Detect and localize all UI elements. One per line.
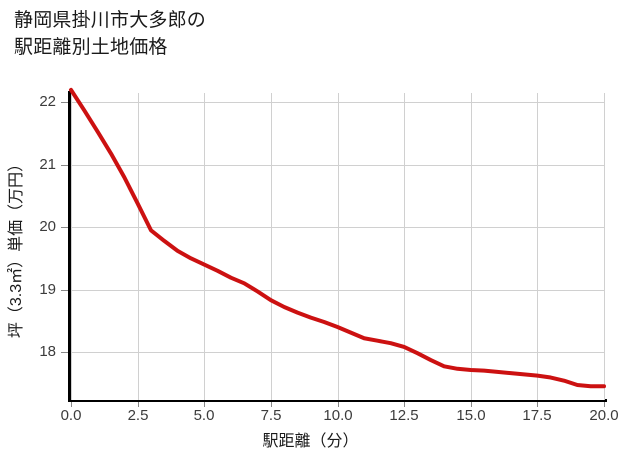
line-series-svg xyxy=(69,87,606,389)
y-tick-label: 22 xyxy=(39,93,56,110)
x-tick-label: 2.5 xyxy=(127,407,149,424)
gridline-horizontal xyxy=(71,165,604,166)
y-tick-label: 19 xyxy=(39,281,56,298)
y-tick-mark xyxy=(61,290,68,291)
y-axis-spine xyxy=(68,91,71,402)
x-tick-mark xyxy=(604,402,605,407)
x-tick-mark xyxy=(537,402,538,407)
gridline-vertical xyxy=(204,93,205,400)
x-tick-label: 15.0 xyxy=(456,407,486,424)
gridline-vertical xyxy=(71,93,72,400)
plot-area xyxy=(69,87,606,400)
y-tick-mark xyxy=(61,165,68,166)
y-tick-label: 18 xyxy=(39,343,56,360)
gridline-horizontal xyxy=(71,290,604,291)
x-tick-label: 10.0 xyxy=(323,407,353,424)
x-tick-mark xyxy=(138,402,139,407)
y-axis-title-container: 坪（3.3㎡）単価（万円） xyxy=(0,93,34,400)
y-tick-mark xyxy=(61,102,68,103)
x-tick-mark xyxy=(204,402,205,407)
x-axis-spine xyxy=(68,399,607,402)
x-tick-label: 0.0 xyxy=(60,407,82,424)
x-tick-mark xyxy=(71,402,72,407)
x-tick-label: 7.5 xyxy=(260,407,282,424)
gridline-vertical xyxy=(604,93,605,400)
gridline-vertical xyxy=(537,93,538,400)
gridline-vertical xyxy=(338,93,339,400)
plot-background xyxy=(71,93,604,400)
x-tick-mark xyxy=(338,402,339,407)
x-tick-label: 17.5 xyxy=(522,407,552,424)
y-tick-label: 20 xyxy=(39,218,56,235)
line-series-path xyxy=(69,87,606,389)
y-tick-label: 21 xyxy=(39,156,56,173)
y-tick-mark xyxy=(61,352,68,353)
x-tick-label: 5.0 xyxy=(193,407,215,424)
gridline-vertical xyxy=(271,93,272,400)
page-title: 静岡県掛川市大多郎の 駅距離別土地価格 xyxy=(14,10,207,58)
y-axis-title: 坪（3.3㎡）単価（万円） xyxy=(8,155,25,338)
x-tick-mark xyxy=(271,402,272,407)
y-tick-mark xyxy=(61,227,68,228)
gridline-horizontal xyxy=(71,227,604,228)
x-tick-label: 20.0 xyxy=(589,407,619,424)
x-tick-mark xyxy=(404,402,405,407)
gridline-vertical xyxy=(404,93,405,400)
gridline-horizontal xyxy=(71,102,604,103)
gridline-vertical xyxy=(471,93,472,400)
gridline-horizontal xyxy=(71,352,604,353)
gridline-vertical xyxy=(138,93,139,400)
x-tick-label: 12.5 xyxy=(389,407,419,424)
x-tick-mark xyxy=(471,402,472,407)
x-axis-title: 駅距離（分） xyxy=(262,433,359,450)
